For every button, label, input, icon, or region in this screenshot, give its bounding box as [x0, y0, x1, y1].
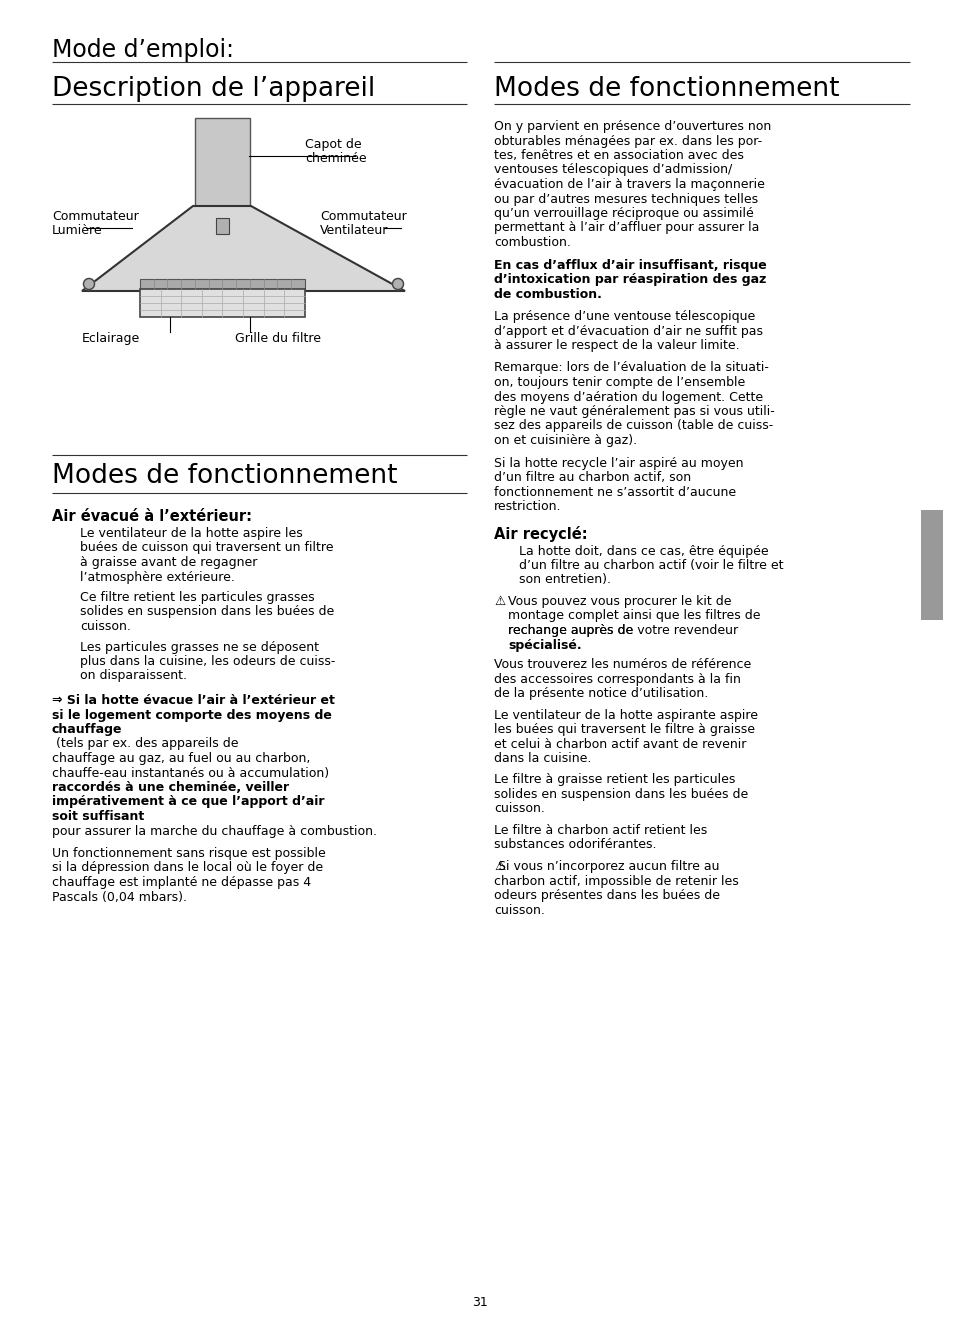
Text: Commutateur: Commutateur [319, 210, 406, 223]
Text: dans la cuisine.: dans la cuisine. [494, 752, 591, 765]
Text: Description de l’appareil: Description de l’appareil [52, 76, 375, 102]
Text: ⚠: ⚠ [494, 861, 505, 873]
Text: Capot de: Capot de [305, 138, 361, 151]
Text: En cas d’afflux d’air insuffisant, risque: En cas d’afflux d’air insuffisant, risqu… [494, 259, 766, 272]
Text: Air évacué à l’extérieur:: Air évacué à l’extérieur: [52, 509, 252, 524]
Text: Grille du filtre: Grille du filtre [234, 332, 320, 345]
Bar [140, 278, 305, 289]
Text: à assurer le respect de la valeur limite.: à assurer le respect de la valeur limite… [494, 339, 739, 351]
Text: on disparaissent.: on disparaissent. [80, 670, 187, 683]
Text: raccordés à une cheminée, veiller: raccordés à une cheminée, veiller [52, 781, 289, 794]
Text: Ce filtre retient les particules grasses: Ce filtre retient les particules grasses [80, 591, 314, 605]
Text: plus dans la cuisine, les odeurs de cuiss-: plus dans la cuisine, les odeurs de cuis… [80, 655, 335, 668]
Text: Mode d’emploi:: Mode d’emploi: [52, 38, 233, 62]
Bar [920, 511, 942, 621]
Text: chauffe-eau instantanés ou à accumulation): chauffe-eau instantanés ou à accumulatio… [52, 766, 329, 780]
Text: à graisse avant de regagner: à graisse avant de regagner [80, 556, 257, 569]
Text: sez des appareils de cuisson (table de cuiss-: sez des appareils de cuisson (table de c… [494, 419, 773, 432]
Text: buées de cuisson qui traversent un filtre: buées de cuisson qui traversent un filtr… [80, 541, 334, 554]
Text: fonctionnement ne s’assortit d’aucune: fonctionnement ne s’assortit d’aucune [494, 485, 736, 499]
Text: tes, fenêtres et en association avec des: tes, fenêtres et en association avec des [494, 149, 743, 162]
Text: montage complet ainsi que les filtres de: montage complet ainsi que les filtres de [507, 610, 760, 622]
Text: Ventilateur: Ventilateur [319, 224, 388, 237]
Text: Commutateur: Commutateur [52, 210, 138, 223]
Text: cuisson.: cuisson. [494, 903, 544, 916]
Bar [140, 289, 305, 317]
Text: d’un filtre au charbon actif, son: d’un filtre au charbon actif, son [494, 471, 690, 484]
Text: soit suffisant: soit suffisant [52, 810, 144, 823]
Text: ⚠: ⚠ [494, 595, 505, 609]
Text: cuisson.: cuisson. [494, 802, 544, 815]
Text: les buées qui traversent le filtre à graisse: les buées qui traversent le filtre à gra… [494, 723, 754, 736]
Text: de combustion.: de combustion. [494, 288, 601, 301]
Circle shape [84, 278, 94, 289]
Circle shape [392, 278, 403, 289]
Text: Pascals (0,04 mbars).: Pascals (0,04 mbars). [52, 891, 187, 903]
Text: Le filtre à charbon actif retient les: Le filtre à charbon actif retient les [494, 823, 706, 837]
Text: solides en suspension dans les buées de: solides en suspension dans les buées de [494, 788, 747, 801]
Text: charbon actif, impossible de retenir les: charbon actif, impossible de retenir les [494, 875, 738, 887]
Text: Lumière: Lumière [52, 224, 103, 237]
Text: 31: 31 [472, 1296, 487, 1309]
Text: impérativement à ce que l’apport d’air: impérativement à ce que l’apport d’air [52, 796, 324, 809]
Text: spécialisé.: spécialisé. [507, 639, 581, 651]
Text: permettant à l’air d’affluer pour assurer la: permettant à l’air d’affluer pour assure… [494, 221, 759, 235]
Text: Si vous n’incorporez aucun filtre au: Si vous n’incorporez aucun filtre au [494, 861, 719, 873]
Text: (tels par ex. des appareils de: (tels par ex. des appareils de [52, 737, 238, 751]
Text: ou par d’autres mesures techniques telles: ou par d’autres mesures techniques telle… [494, 192, 758, 206]
Text: Le ventilateur de la hotte aspirante aspire: Le ventilateur de la hotte aspirante asp… [494, 708, 758, 721]
Text: évacuation de l’air à travers la maçonnerie: évacuation de l’air à travers la maçonne… [494, 178, 764, 191]
Text: La hotte doit, dans ce cas, être équipée: La hotte doit, dans ce cas, être équipée [518, 545, 768, 557]
Text: règle ne vaut généralement pas si vous utili-: règle ne vaut généralement pas si vous u… [494, 404, 774, 418]
Text: Eclairage: Eclairage [82, 332, 140, 345]
Text: cuisson.: cuisson. [80, 621, 131, 633]
Text: si le logement comporte des moyens de: si le logement comporte des moyens de [52, 708, 332, 721]
Text: d’un filtre au charbon actif (voir le filtre et: d’un filtre au charbon actif (voir le fi… [518, 560, 782, 572]
Text: Remarque: lors de l’évaluation de la situati-: Remarque: lors de l’évaluation de la sit… [494, 362, 768, 374]
Text: et celui à charbon actif avant de revenir: et celui à charbon actif avant de reveni… [494, 737, 745, 751]
Text: restriction.: restriction. [494, 500, 561, 513]
Text: ⇒ Si la hotte évacue l’air à l’extérieur et: ⇒ Si la hotte évacue l’air à l’extérieur… [52, 693, 335, 707]
Text: ventouses télescopiques d’admission/: ventouses télescopiques d’admission/ [494, 163, 732, 176]
Text: Si la hotte recycle l’air aspiré au moyen: Si la hotte recycle l’air aspiré au moye… [494, 456, 742, 469]
Text: son entretien).: son entretien). [518, 574, 610, 586]
Text: chauffage est implanté ne dépasse pas 4: chauffage est implanté ne dépasse pas 4 [52, 876, 311, 888]
Text: substances odoriférantes.: substances odoriférantes. [494, 838, 656, 851]
Text: combustion.: combustion. [494, 236, 570, 249]
Text: Le ventilateur de la hotte aspire les: Le ventilateur de la hotte aspire les [80, 526, 302, 540]
Text: on, toujours tenir compte de l’ensemble: on, toujours tenir compte de l’ensemble [494, 377, 744, 389]
Text: Air recyclé:: Air recyclé: [494, 526, 587, 542]
Polygon shape [82, 206, 405, 290]
Text: d’apport et d’évacuation d’air ne suffit pas: d’apport et d’évacuation d’air ne suffit… [494, 325, 762, 338]
Text: d’intoxication par réaspiration des gaz: d’intoxication par réaspiration des gaz [494, 273, 765, 286]
Text: rechange auprès de: rechange auprès de [507, 625, 637, 636]
Text: odeurs présentes dans les buées de: odeurs présentes dans les buées de [494, 888, 720, 902]
Text: Un fonctionnement sans risque est possible: Un fonctionnement sans risque est possib… [52, 847, 325, 861]
Text: Modes de fonctionnement: Modes de fonctionnement [52, 463, 397, 489]
Text: de la présente notice d’utilisation.: de la présente notice d’utilisation. [494, 687, 707, 700]
Text: Vous pouvez vous procurer le kit de: Vous pouvez vous procurer le kit de [507, 595, 731, 609]
Text: La présence d’une ventouse télescopique: La présence d’une ventouse télescopique [494, 310, 755, 324]
Bar [215, 217, 229, 233]
Text: chauffage: chauffage [52, 723, 122, 736]
Text: obturables ménagées par ex. dans les por-: obturables ménagées par ex. dans les por… [494, 134, 761, 147]
Text: des accessoires correspondants à la fin: des accessoires correspondants à la fin [494, 672, 740, 686]
Text: Le filtre à graisse retient les particules: Le filtre à graisse retient les particul… [494, 773, 735, 786]
Bar [194, 118, 250, 206]
Text: Vous trouverez les numéros de référence: Vous trouverez les numéros de référence [494, 658, 750, 671]
Text: pour assurer la marche du chauffage à combustion.: pour assurer la marche du chauffage à co… [52, 825, 376, 838]
Text: Les particules grasses ne se déposent: Les particules grasses ne se déposent [80, 640, 318, 654]
Text: qu’un verrouillage réciproque ou assimilé: qu’un verrouillage réciproque ou assimil… [494, 207, 753, 220]
Text: Modes de fonctionnement: Modes de fonctionnement [494, 76, 839, 102]
Text: cheminée: cheminée [305, 152, 366, 164]
Text: rechange auprès de votre revendeur: rechange auprès de votre revendeur [507, 625, 738, 636]
Text: on et cuisinière à gaz).: on et cuisinière à gaz). [494, 434, 637, 447]
Text: On y parvient en présence d’ouvertures non: On y parvient en présence d’ouvertures n… [494, 119, 770, 133]
Text: solides en suspension dans les buées de: solides en suspension dans les buées de [80, 606, 334, 618]
Text: l’atmosphère extérieure.: l’atmosphère extérieure. [80, 570, 234, 583]
Text: si la dépression dans le local où le foyer de: si la dépression dans le local où le foy… [52, 862, 323, 875]
Text: des moyens d’aération du logement. Cette: des moyens d’aération du logement. Cette [494, 390, 762, 403]
Text: chauffage au gaz, au fuel ou au charbon,: chauffage au gaz, au fuel ou au charbon, [52, 752, 310, 765]
